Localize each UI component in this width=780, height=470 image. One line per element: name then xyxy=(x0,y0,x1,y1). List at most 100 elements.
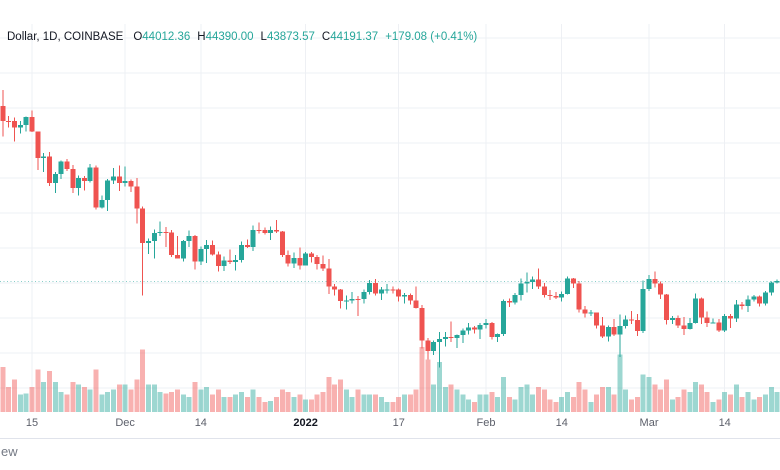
candle-body[interactable] xyxy=(262,229,268,233)
candle-body[interactable] xyxy=(553,296,559,298)
candle-body[interactable] xyxy=(64,161,70,170)
candle-body[interactable] xyxy=(681,325,687,329)
candle-body[interactable] xyxy=(134,186,140,209)
candle-body[interactable] xyxy=(151,232,157,241)
candle-body[interactable] xyxy=(41,156,47,159)
candle-body[interactable] xyxy=(570,278,576,284)
candle-body[interactable] xyxy=(58,161,64,174)
candle-body[interactable] xyxy=(704,317,710,324)
candle-body[interactable] xyxy=(215,254,221,267)
candle-body[interactable] xyxy=(390,289,396,291)
candle-body[interactable] xyxy=(320,263,326,269)
candle-body[interactable] xyxy=(23,116,29,125)
candle-body[interactable] xyxy=(180,240,186,259)
candle-body[interactable] xyxy=(273,230,279,232)
candle-body[interactable] xyxy=(52,173,58,183)
candle-body[interactable] xyxy=(157,231,163,233)
candle-body[interactable] xyxy=(297,258,303,266)
candle-body[interactable] xyxy=(372,283,378,294)
candle-body[interactable] xyxy=(448,336,454,338)
candle-body[interactable] xyxy=(81,178,87,181)
candle-body[interactable] xyxy=(233,260,239,262)
candle-body[interactable] xyxy=(35,131,41,159)
candle-body[interactable] xyxy=(436,338,442,342)
candle-body[interactable] xyxy=(652,279,658,284)
candle-body[interactable] xyxy=(12,121,18,128)
candle-body[interactable] xyxy=(698,298,704,318)
candle-body[interactable] xyxy=(145,240,151,243)
candle-body[interactable] xyxy=(343,300,349,302)
candle-body[interactable] xyxy=(442,336,448,339)
candle-body[interactable] xyxy=(279,231,285,255)
symbol-title[interactable]: Dollar, 1D, COINBASE xyxy=(7,31,124,43)
candle-body[interactable] xyxy=(204,245,210,250)
candle-body[interactable] xyxy=(599,325,605,337)
candle-body[interactable] xyxy=(716,322,722,331)
candle-body[interactable] xyxy=(605,326,611,337)
candle-body[interactable] xyxy=(524,282,530,284)
candle-body[interactable] xyxy=(669,317,675,320)
candle-body[interactable] xyxy=(728,315,734,319)
candle-body[interactable] xyxy=(122,180,128,183)
candle-body[interactable] xyxy=(396,289,402,297)
candle-body[interactable] xyxy=(495,333,501,337)
candle-body[interactable] xyxy=(186,235,192,241)
candle-body[interactable] xyxy=(629,319,635,321)
candle-body[interactable] xyxy=(466,327,472,331)
candle-body[interactable] xyxy=(338,289,344,302)
candle-body[interactable] xyxy=(646,279,652,289)
candle-body[interactable] xyxy=(239,244,245,261)
candle-body[interactable] xyxy=(227,260,233,262)
candle-body[interactable] xyxy=(501,301,507,334)
candle-body[interactable] xyxy=(111,176,117,181)
candle-body[interactable] xyxy=(535,279,541,287)
candle-body[interactable] xyxy=(658,283,664,295)
candle-body[interactable] xyxy=(425,340,431,352)
candle-body[interactable] xyxy=(454,335,460,338)
candle-body[interactable] xyxy=(140,208,146,243)
candlestick-chart-canvas[interactable] xyxy=(0,0,780,440)
candle-body[interactable] xyxy=(745,299,751,307)
candle-body[interactable] xyxy=(76,178,82,188)
candle-body[interactable] xyxy=(687,323,693,329)
candle-body[interactable] xyxy=(0,105,6,121)
candle-body[interactable] xyxy=(105,180,111,200)
candle-body[interactable] xyxy=(483,322,489,325)
candle-body[interactable] xyxy=(762,292,768,304)
candle-body[interactable] xyxy=(17,124,23,128)
candle-body[interactable] xyxy=(431,341,437,352)
candle-body[interactable] xyxy=(693,298,699,324)
candle-body[interactable] xyxy=(751,296,757,300)
candle-body[interactable] xyxy=(402,295,408,297)
candle-body[interactable] xyxy=(361,292,367,300)
candle-body[interactable] xyxy=(634,320,640,331)
candle-body[interactable] xyxy=(116,176,122,183)
candle-body[interactable] xyxy=(768,282,774,293)
candle-body[interactable] xyxy=(326,268,332,287)
candle-body[interactable] xyxy=(70,169,76,188)
candle-body[interactable] xyxy=(285,254,291,264)
candle-body[interactable] xyxy=(541,286,547,295)
candle-body[interactable] xyxy=(349,298,355,301)
candle-body[interactable] xyxy=(640,288,646,331)
candle-body[interactable] xyxy=(594,312,600,326)
time-axis[interactable]: 15 Dec 14 2022 17 Feb 14 Mar 14 xyxy=(0,415,780,437)
candle-body[interactable] xyxy=(675,317,681,326)
candle-body[interactable] xyxy=(530,279,536,283)
candle-body[interactable] xyxy=(378,289,384,294)
candle-body[interactable] xyxy=(477,324,483,330)
candle-body[interactable] xyxy=(355,298,361,300)
candle-body[interactable] xyxy=(774,281,780,283)
candle-body[interactable] xyxy=(710,322,716,324)
candle-body[interactable] xyxy=(582,309,588,314)
candle-body[interactable] xyxy=(46,156,52,183)
candle-body[interactable] xyxy=(268,230,274,233)
candle-body[interactable] xyxy=(163,231,169,233)
candle-body[interactable] xyxy=(209,245,215,255)
candle-body[interactable] xyxy=(559,293,565,298)
watermark-text-cropped[interactable]: ew xyxy=(1,444,18,459)
candle-body[interactable] xyxy=(407,295,413,301)
candle-body[interactable] xyxy=(367,283,373,293)
candle-body[interactable] xyxy=(739,304,745,307)
candle-body[interactable] xyxy=(250,229,256,248)
